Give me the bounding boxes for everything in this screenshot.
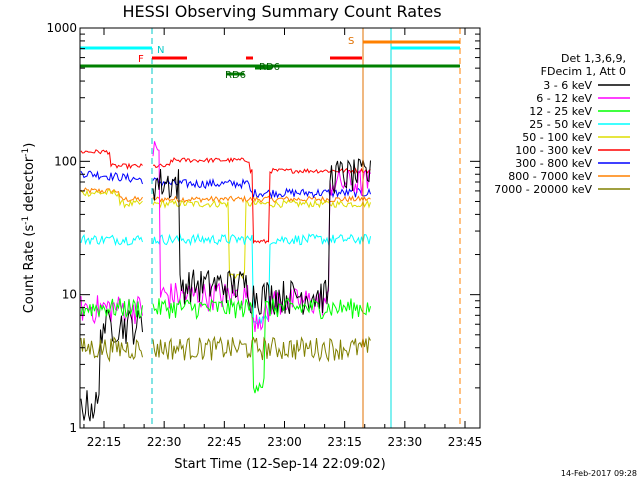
x-tick-label-3: 23:00 xyxy=(267,435,302,449)
timestamp: 14-Feb-2017 09:28 xyxy=(561,469,637,478)
chart-title: HESSI Observing Summary Count Rates xyxy=(122,2,441,21)
legend-label-6: 300 - 800 keV xyxy=(515,157,592,170)
flag-label-s: S xyxy=(348,36,354,47)
y-axis: 1 10 100 1000 xyxy=(46,21,480,435)
y-tick-label-2: 100 xyxy=(54,154,77,168)
flag-label-f: F xyxy=(138,54,144,65)
flag-label-n: N xyxy=(157,45,164,56)
plot-frame xyxy=(79,27,481,429)
series-line-5 xyxy=(152,157,371,245)
legend-label-1: 6 - 12 keV xyxy=(536,92,592,105)
x-axis: 22:15 22:30 22:45 23:00 23:15 23:30 23:45 xyxy=(83,28,483,449)
legend-label-0: 3 - 6 keV xyxy=(543,79,592,92)
series-line-2 xyxy=(80,298,143,319)
series-line-0 xyxy=(80,309,143,422)
x-tick-label-2: 22:45 xyxy=(207,435,242,449)
x-tick-label-5: 23:30 xyxy=(388,435,423,449)
legend-label-5: 100 - 300 keV xyxy=(515,144,592,157)
flag-label-rd6-2: RD6 xyxy=(225,70,246,81)
series-line-3 xyxy=(152,232,371,326)
series-line-0 xyxy=(152,158,371,315)
series-line-8 xyxy=(152,335,371,363)
y-tick-label-1: 10 xyxy=(62,288,77,302)
series-line-3 xyxy=(80,234,143,247)
y-tick-label-0: 1 xyxy=(69,421,77,435)
plot-area: N F S RD6 RD6 xyxy=(80,28,461,428)
y-axis-label: Count Rate (s-1 detector-1) xyxy=(21,143,37,314)
x-tick-label-1: 22:30 xyxy=(147,435,182,449)
legend-header-0: Det 1,3,6,9, xyxy=(561,52,626,65)
legend-label-7: 800 - 7000 keV xyxy=(508,170,592,183)
flag-label-rd6-1: RD6 xyxy=(259,62,280,73)
legend-label-4: 50 - 100 keV xyxy=(522,131,592,144)
legend-label-8: 7000 - 20000 keV xyxy=(494,183,592,196)
series-line-5 xyxy=(80,149,143,171)
x-tick-label-6: 23:45 xyxy=(448,435,483,449)
x-tick-label-0: 22:15 xyxy=(87,435,122,449)
legend-header-1: FDecim 1, Att 0 xyxy=(541,65,626,78)
series-line-4 xyxy=(152,198,371,280)
series-line-7 xyxy=(152,194,371,204)
series-line-4 xyxy=(80,188,143,209)
series-line-6 xyxy=(80,170,143,185)
series-line-6 xyxy=(152,177,371,200)
x-axis-label: Start Time (12-Sep-14 22:09:02) xyxy=(174,457,385,472)
legend-label-2: 12 - 25 keV xyxy=(529,105,592,118)
legend-label-3: 25 - 50 keV xyxy=(529,118,592,131)
y-tick-label-3: 1000 xyxy=(46,21,77,35)
series-line-8 xyxy=(80,336,143,363)
series-line-2 xyxy=(152,297,371,394)
x-tick-label-4: 23:15 xyxy=(327,435,362,449)
